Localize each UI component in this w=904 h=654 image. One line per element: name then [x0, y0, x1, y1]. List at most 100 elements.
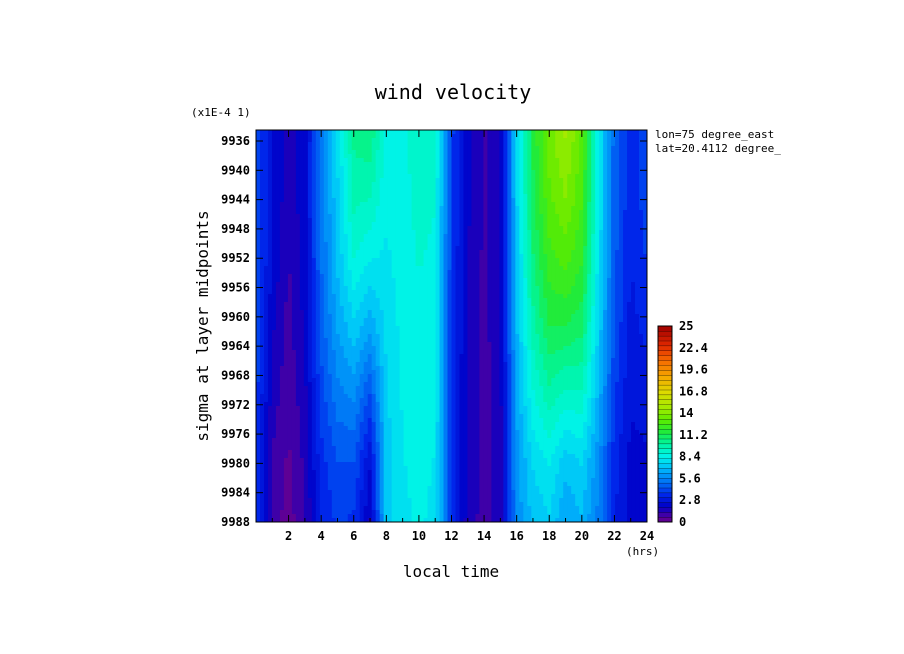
- contour-cell: [487, 174, 492, 179]
- contour-cell: [359, 178, 365, 183]
- contour-cell: [587, 290, 592, 295]
- contour-cell: [419, 182, 425, 187]
- contour-cell: [443, 258, 449, 263]
- contour-cell: [507, 226, 512, 231]
- contour-cell: [399, 162, 405, 167]
- contour-cell: [275, 174, 281, 179]
- contour-cell: [631, 326, 636, 331]
- contour-cell: [419, 258, 425, 263]
- contour-cell: [535, 154, 540, 159]
- contour-cell: [535, 326, 540, 331]
- contour-cell: [379, 202, 385, 207]
- contour-cell: [303, 302, 309, 307]
- contour-cell: [519, 306, 524, 311]
- contour-cell: [463, 130, 469, 135]
- contour-cell: [567, 158, 572, 163]
- contour-cell: [563, 254, 568, 259]
- contour-cell: [551, 286, 556, 291]
- contour-cell: [567, 210, 572, 215]
- contour-cell: [379, 186, 385, 191]
- contour-cell: [495, 162, 500, 167]
- contour-cell: [607, 302, 612, 307]
- contour-cell: [639, 230, 644, 235]
- contour-cell: [535, 298, 540, 303]
- contour-cell: [315, 290, 321, 295]
- contour-cell: [455, 170, 461, 175]
- contour-cell: [379, 146, 385, 151]
- contour-cell: [643, 162, 647, 167]
- contour-cell: [583, 162, 588, 167]
- contour-cell: [267, 306, 273, 311]
- contour-cell: [631, 322, 636, 327]
- contour-cell: [395, 162, 401, 167]
- contour-cell: [347, 290, 353, 295]
- contour-cell: [315, 238, 321, 243]
- contour-cell: [443, 322, 449, 327]
- contour-cell: [471, 238, 477, 243]
- contour-cell: [267, 210, 273, 215]
- contour-cell: [611, 250, 616, 255]
- contour-cell: [355, 322, 361, 327]
- contour-cell: [267, 138, 273, 143]
- contour-cell: [495, 230, 500, 235]
- contour-cell: [495, 166, 500, 171]
- contour-cell: [639, 234, 644, 239]
- contour-cell: [555, 250, 560, 255]
- contour-cell: [623, 302, 628, 307]
- contour-cell: [256, 210, 261, 215]
- contour-cell: [547, 146, 552, 151]
- contour-cell: [411, 142, 417, 147]
- contour-cell: [459, 178, 465, 183]
- contour-cell: [535, 274, 540, 279]
- contour-cell: [531, 238, 536, 243]
- contour-cell: [619, 246, 624, 251]
- contour-cell: [459, 282, 465, 287]
- contour-cell: [607, 130, 612, 135]
- contour-cell: [559, 182, 564, 187]
- contour-cell: [331, 254, 337, 259]
- contour-cell: [623, 278, 628, 283]
- contour-cell: [531, 254, 536, 259]
- contour-cell: [407, 314, 413, 319]
- contour-cell: [539, 270, 544, 275]
- contour-cell: [559, 230, 564, 235]
- contour-cell: [635, 158, 640, 163]
- contour-cell: [423, 130, 429, 135]
- contour-cell: [491, 294, 496, 299]
- contour-cell: [547, 198, 552, 203]
- contour-cell: [527, 226, 532, 231]
- contour-cell: [423, 326, 429, 331]
- contour-cell: [355, 310, 361, 315]
- contour-cell: [311, 138, 317, 143]
- contour-cell: [427, 150, 433, 155]
- contour-cell: [619, 274, 624, 279]
- contour-cell: [579, 274, 584, 279]
- contour-cell: [491, 326, 496, 331]
- contour-cell: [575, 254, 580, 259]
- contour-cell: [487, 170, 492, 175]
- contour-cell: [339, 174, 345, 179]
- contour-cell: [635, 186, 640, 191]
- contour-cell: [259, 330, 265, 335]
- contour-cell: [435, 286, 441, 291]
- contour-cell: [443, 226, 449, 231]
- contour-cell: [639, 146, 644, 151]
- contour-cell: [563, 146, 568, 151]
- contour-cell: [595, 250, 600, 255]
- contour-cell: [299, 190, 305, 195]
- contour-cell: [351, 270, 357, 275]
- contour-cell: [571, 274, 576, 279]
- contour-cell: [431, 326, 437, 331]
- contour-cell: [375, 222, 381, 227]
- contour-cell: [347, 222, 353, 227]
- contour-cell: [639, 270, 644, 275]
- contour-cell: [463, 202, 469, 207]
- contour-cell: [599, 142, 604, 147]
- contour-cell: [499, 222, 504, 227]
- contour-cell: [463, 198, 469, 203]
- contour-cell: [487, 298, 492, 303]
- contour-cell: [551, 222, 556, 227]
- contour-cell: [527, 274, 532, 279]
- contour-cell: [455, 298, 461, 303]
- contour-cell: [499, 238, 504, 243]
